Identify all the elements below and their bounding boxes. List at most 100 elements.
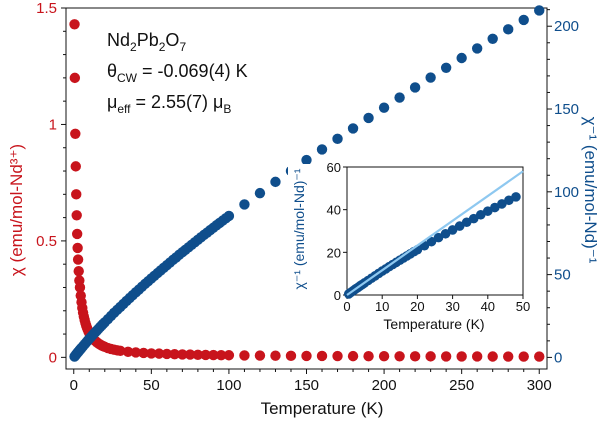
inset-x-tick-label: 20 <box>410 299 424 314</box>
inset-data-point <box>511 192 521 202</box>
chi-data-point <box>192 349 204 360</box>
inverse-chi-data-point <box>394 92 405 103</box>
inverse-chi-data-point <box>440 62 452 73</box>
chi-data-point <box>254 350 266 361</box>
chi-data-point <box>363 350 374 362</box>
inverse-chi-data-point <box>254 187 266 199</box>
left-tick-label: 1.5 <box>36 0 57 17</box>
chi-data-point <box>347 350 359 362</box>
chi-data-point <box>270 350 281 361</box>
chi-data-point <box>71 210 82 221</box>
inset-y-tick-label: 40 <box>327 203 341 218</box>
chi-data-point <box>200 349 211 361</box>
x-tick-label: 300 <box>527 377 552 394</box>
chi-data-point <box>169 349 180 360</box>
chi-data-point <box>177 349 188 360</box>
inverse-susceptibility-series <box>69 5 545 362</box>
chi-data-point <box>378 351 390 362</box>
inverse-chi-data-point <box>456 52 467 64</box>
inset-plot: 0 10 20 30 40 50 0 20 40 60 Temperature (K) χ⁻¹ … <box>288 160 532 332</box>
chi-data-point <box>223 350 235 361</box>
left-tick-label: 0.5 <box>36 233 57 250</box>
chi-data-point <box>332 350 343 362</box>
chi-data-point <box>208 349 219 361</box>
chi-data-point <box>503 351 514 362</box>
chi-data-point <box>72 242 83 254</box>
curie-weiss-temperature: θCW = -0.069(4) K <box>107 61 248 85</box>
chi-data-point <box>471 351 483 362</box>
inverse-chi-data-point <box>378 102 390 113</box>
inset-x-tick-label: 30 <box>445 299 459 314</box>
right-axis-title: χ⁻¹ (emu/mol-Nd)⁻¹ <box>581 117 600 264</box>
right-tick-label: 200 <box>554 18 579 35</box>
right-tick-label: 150 <box>554 101 579 118</box>
chi-data-point <box>184 349 196 360</box>
inset-data-point <box>468 213 479 224</box>
x-tick-label: 0 <box>70 377 78 394</box>
chi-data-point <box>71 228 83 240</box>
chi-data-point <box>409 351 421 362</box>
chi-data-point <box>215 349 227 361</box>
inverse-chi-data-point <box>332 133 343 145</box>
inset-y-axis-title: χ⁻¹ (emu/mol-Nd)⁻¹ <box>291 168 307 289</box>
chi-data-point <box>487 351 498 362</box>
chi-data-point <box>73 265 84 277</box>
inset-x-tick-label: 0 <box>343 299 350 314</box>
inverse-chi-data-point <box>239 199 250 210</box>
inset-data-point <box>440 228 451 239</box>
inverse-chi-data-point <box>347 123 359 134</box>
chi-data-point <box>534 351 545 362</box>
inverse-chi-data-point <box>503 24 514 35</box>
inset-x-tick-label: 40 <box>481 299 495 314</box>
chi-data-point <box>316 350 328 362</box>
x-tick-label: 200 <box>372 377 397 394</box>
inverse-chi-data-point <box>518 14 529 26</box>
inset-data-point <box>447 225 458 235</box>
chi-data-point <box>440 351 452 362</box>
inset-data-point <box>426 236 437 247</box>
chi-data-point <box>161 348 173 360</box>
chi-data-point <box>153 348 165 359</box>
left-tick-label: 1 <box>49 116 57 133</box>
chi-data-point <box>69 72 81 84</box>
inset-y-tick-label: 60 <box>327 160 341 175</box>
inset-x-tick-label: 50 <box>516 299 530 314</box>
chi-data-point <box>138 347 149 359</box>
inset-x-axis-title: Temperature (K) <box>383 316 484 332</box>
inset-y-tick-label: 0 <box>334 288 341 303</box>
inverse-chi-data-point <box>223 210 235 222</box>
chi-data-point <box>425 351 436 362</box>
chi-data-point <box>146 348 157 359</box>
right-tick-label: 50 <box>554 267 571 284</box>
effective-moment: μeff = 2.55(7) μB <box>107 92 231 116</box>
chi-data-point <box>70 128 81 139</box>
annotation-block: Nd2Pb2O7 θCW = -0.069(4) K μeff = 2.55(7… <box>107 30 248 116</box>
inverse-chi-data-point <box>301 154 312 166</box>
fit-line <box>346 170 524 296</box>
chi-data-point <box>394 351 405 362</box>
inset-y-axis-ticks: 0 20 40 60 <box>327 160 347 303</box>
inset-data-point <box>454 221 465 231</box>
chi-data-point <box>72 254 84 265</box>
right-tick-label: 0 <box>554 349 562 366</box>
chi-data-point <box>70 161 81 172</box>
x-tick-label: 50 <box>143 377 160 394</box>
chi-data-point <box>285 350 297 362</box>
chi-data-point <box>69 19 80 30</box>
chi-data-point <box>74 282 86 293</box>
chi-data-point <box>518 351 529 362</box>
inset-x-axis-ticks: 0 10 20 30 40 50 <box>343 295 530 314</box>
inverse-chi-data-point <box>270 176 281 188</box>
chi-data-point <box>239 350 250 361</box>
inset-curie-weiss-fit-line <box>346 170 524 296</box>
x-axis-title: Temperature (K) <box>261 399 384 418</box>
chi-data-point <box>301 350 312 362</box>
compound-formula: Nd2Pb2O7 <box>107 30 186 54</box>
chi-data-point <box>71 189 82 200</box>
chi-data-point <box>122 346 134 357</box>
inverse-chi-data-point <box>534 5 545 16</box>
left-tick-label: 0 <box>49 349 57 366</box>
inset-y-tick-label: 20 <box>327 245 341 260</box>
left-axis-ticks: 0 0.5 1 1.5 <box>36 0 66 366</box>
susceptibility-series <box>69 19 545 362</box>
